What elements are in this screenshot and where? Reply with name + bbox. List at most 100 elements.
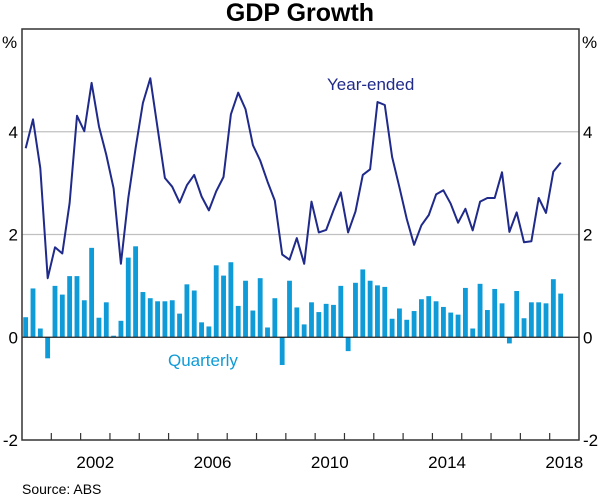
quarterly-bar [397,308,402,338]
quarterly-label: Quarterly [168,351,238,370]
quarterly-bar [301,324,307,338]
quarterly-bar [411,311,417,338]
quarterly-bar [353,282,358,338]
quarterly-bar [155,301,161,338]
y-tick-label-right: 4 [583,123,592,142]
quarterly-bar [81,300,87,338]
quarterly-bar [499,303,505,338]
quarterly-bar [213,265,219,338]
quarterly-bar [272,298,278,338]
quarterly-bar [543,303,549,338]
quarterly-bar [345,337,351,352]
x-axis-labels: 2002 2006 2010 2014 2018 [76,453,583,472]
quarterly-bar [257,278,263,338]
y-tick-label-left: 4 [9,123,18,142]
quarterly-bar [52,285,58,338]
quarterly-bar [375,285,380,338]
quarterly-bar [147,298,153,338]
x-tick-label: 2006 [194,453,232,472]
y-tick-label-right: -2 [583,431,598,450]
quarterly-bar [235,305,241,338]
quarterly-bar [287,280,292,338]
quarterly-bar [228,262,234,338]
quarterly-bar [448,312,454,338]
quarterly-bar [528,302,534,338]
quarterly-bar [360,269,366,338]
quarterly-bar [331,304,336,338]
year-ended-label: Year-ended [327,75,414,94]
x-tick-label: 2018 [545,453,583,472]
quarterly-bar [514,291,520,338]
quarterly-bar [140,292,146,338]
quarterly-bar [323,303,329,338]
quarterly-bar [37,328,43,338]
quarterly-bar [294,307,300,338]
quarterly-bar [89,247,95,338]
quarterly-bar [367,280,373,338]
quarterly-bar [133,246,139,338]
y-axis-labels: -2 -2 0 0 2 2 4 4 [3,123,598,450]
quarterly-bar [67,276,73,338]
quarterly-bar [462,287,468,338]
y-unit-left: % [2,33,17,52]
source-note: Source: ABS [22,481,101,497]
quarterly-bar [389,318,395,338]
quarterly-bar [419,299,424,338]
quarterly-bar [404,319,410,338]
quarterly-bar [118,320,124,338]
quarterly-bar [492,288,498,338]
quarterly-bar [59,294,65,338]
quarterly-bar [177,313,182,338]
quarterly-bars [23,246,564,365]
gridlines [22,131,579,236]
quarterly-bar [550,279,556,338]
quarterly-bar [506,337,512,344]
quarterly-bar [426,296,432,338]
year-ended-line [24,77,562,280]
quarterly-bar [221,275,226,338]
quarterly-bar [184,284,190,338]
x-tick-label: 2010 [311,453,349,472]
quarterly-bar [477,283,483,338]
quarterly-bar [96,317,102,338]
quarterly-bar [206,326,212,338]
quarterly-bar [521,318,527,338]
quarterly-bar [382,286,388,338]
quarterly-bar [536,302,542,338]
y-tick-label-left: 2 [9,226,18,245]
y-unit-right: % [582,33,597,52]
quarterly-bar [558,293,564,338]
quarterly-bar [169,300,175,338]
quarterly-bar [243,280,248,338]
y-tick-label-left: -2 [3,431,18,450]
chart-title: GDP Growth [226,0,374,27]
x-tick-label: 2002 [76,453,114,472]
quarterly-bar [30,288,36,338]
quarterly-bar [191,290,197,338]
x-tick-label: 2014 [428,453,466,472]
quarterly-bar [162,301,168,338]
y-tick-label-left: 0 [9,328,18,347]
quarterly-bar [470,328,476,338]
y-tick-label-right: 2 [583,226,592,245]
quarterly-bar [309,302,314,338]
x-axis-ticks [50,433,551,440]
quarterly-bar [111,335,117,338]
quarterly-bar [484,310,490,338]
quarterly-bar [455,314,461,338]
quarterly-bar [74,276,80,338]
quarterly-bar [199,322,204,338]
quarterly-bar [45,337,51,359]
quarterly-bar [265,327,270,338]
quarterly-bar [433,301,439,338]
quarterly-bar [103,302,109,338]
quarterly-bar [279,337,285,365]
quarterly-bar [250,310,256,338]
quarterly-bar [338,285,344,338]
quarterly-bar [125,257,131,338]
y-tick-label-right: 0 [583,328,592,347]
quarterly-bar [316,312,322,338]
quarterly-bar [23,317,29,338]
quarterly-bar [440,306,446,338]
